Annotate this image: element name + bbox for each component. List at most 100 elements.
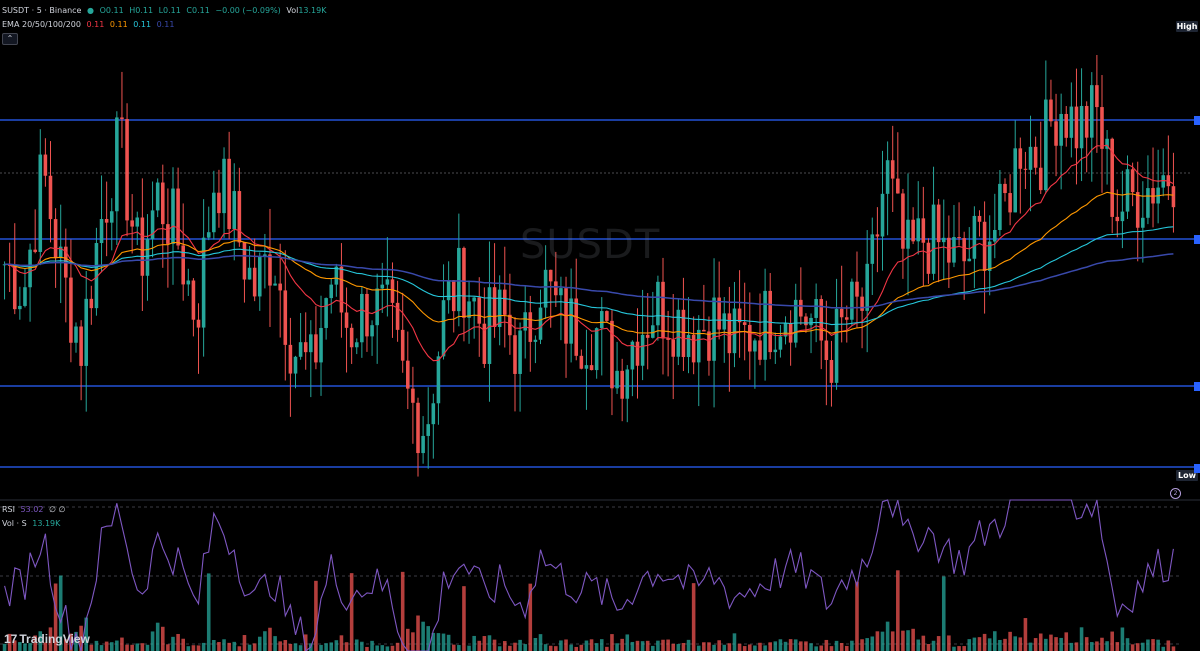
candle-body bbox=[462, 247, 466, 318]
level-handle[interactable] bbox=[1194, 235, 1200, 244]
candle-body bbox=[1110, 138, 1114, 217]
candle-body bbox=[589, 365, 594, 371]
volume-bar bbox=[936, 636, 941, 651]
volume-bar bbox=[850, 640, 854, 651]
volume-bar bbox=[1049, 634, 1053, 651]
candle-body bbox=[150, 210, 155, 240]
volume-bar bbox=[441, 633, 446, 651]
volume-bar bbox=[43, 642, 48, 651]
candle-body bbox=[247, 267, 252, 280]
candle-body bbox=[79, 326, 83, 366]
candle-body bbox=[309, 334, 313, 353]
candle-body bbox=[824, 340, 829, 360]
candle-body bbox=[84, 298, 89, 366]
candle-body bbox=[451, 280, 456, 312]
volume-bar bbox=[12, 640, 17, 651]
candle-body bbox=[365, 293, 369, 337]
candle-body bbox=[12, 265, 17, 310]
candle-body bbox=[298, 342, 303, 357]
volume-bar bbox=[839, 643, 844, 651]
level-handle[interactable] bbox=[1194, 464, 1200, 473]
candle-body bbox=[926, 242, 931, 274]
candle-body bbox=[793, 299, 798, 343]
candle-body bbox=[799, 299, 803, 317]
candle-body bbox=[375, 288, 379, 326]
candle-body bbox=[196, 319, 201, 328]
volume-bar bbox=[737, 643, 742, 651]
volume-label[interactable]: Vol · S bbox=[2, 519, 27, 528]
candle-body bbox=[952, 237, 956, 263]
volume-bar bbox=[814, 646, 818, 651]
candle-body bbox=[860, 296, 864, 311]
volume-bar bbox=[947, 635, 951, 651]
volume-bar bbox=[554, 646, 558, 651]
candle-body bbox=[242, 242, 247, 280]
rsi-label[interactable]: RSI bbox=[2, 505, 15, 514]
candle-body bbox=[518, 330, 522, 374]
volume-legend[interactable]: Vol · S 13.19K bbox=[2, 519, 63, 529]
candle-body bbox=[839, 308, 844, 318]
candle-body bbox=[171, 188, 175, 244]
candle-body bbox=[742, 322, 747, 325]
vol-label: Vol bbox=[286, 6, 299, 15]
volume-bar bbox=[645, 640, 650, 651]
volume-bar bbox=[109, 642, 114, 651]
candle-body bbox=[599, 311, 604, 329]
volume-bar bbox=[799, 641, 803, 651]
volume-bar bbox=[115, 640, 119, 651]
volume-bar bbox=[1089, 642, 1094, 651]
ohlc-open: O0.11 bbox=[99, 6, 124, 15]
candle-body bbox=[390, 279, 395, 303]
volume-bar bbox=[324, 643, 328, 651]
volume-bar bbox=[58, 575, 63, 651]
candle-body bbox=[411, 388, 415, 403]
tradingview-logo[interactable]: 17 TradingView bbox=[4, 632, 90, 646]
level-handle[interactable] bbox=[1194, 382, 1200, 391]
candle-body bbox=[594, 328, 599, 371]
volume-bar bbox=[18, 642, 22, 651]
candle-body bbox=[161, 182, 165, 225]
ohlc-high: H0.11 bbox=[129, 6, 154, 15]
volume-bar bbox=[707, 642, 711, 651]
volume-bar bbox=[217, 642, 221, 651]
ema50-value: 0.11 bbox=[109, 20, 128, 29]
candle-body bbox=[104, 219, 109, 223]
candle-body bbox=[329, 284, 334, 299]
volume-bar bbox=[451, 644, 456, 651]
ohlc-low: L0.11 bbox=[158, 6, 181, 15]
volume-bar bbox=[977, 637, 982, 651]
candle-body bbox=[43, 154, 48, 176]
candle-body bbox=[212, 192, 216, 233]
ema-legend[interactable]: EMA 20/50/100/200 0.11 0.11 0.11 0.11 bbox=[2, 20, 177, 30]
candle-body bbox=[753, 340, 757, 352]
collapse-legend-button[interactable]: ⌃ bbox=[2, 33, 18, 45]
symbol-title[interactable]: SUSDT · 5 · Binance bbox=[2, 6, 82, 15]
volume-bar bbox=[390, 645, 395, 651]
level-handle[interactable] bbox=[1194, 116, 1200, 125]
candle-body bbox=[99, 219, 104, 244]
candle-body bbox=[508, 314, 512, 336]
volume-bar bbox=[594, 643, 599, 651]
volume-bar bbox=[436, 633, 441, 651]
candle-body bbox=[758, 340, 762, 360]
volume-bar bbox=[834, 640, 839, 651]
symbol-legend[interactable]: SUSDT · 5 · Binance ● O0.11 H0.11 L0.11 … bbox=[2, 6, 329, 16]
candle-body bbox=[354, 342, 359, 348]
volume-bar bbox=[89, 644, 94, 651]
candle-body bbox=[166, 224, 170, 244]
candle-body bbox=[993, 229, 997, 242]
rsi-extra: ∅ ∅ bbox=[49, 505, 66, 514]
volume-bar bbox=[1013, 636, 1017, 651]
alert-count-icon[interactable]: 2 bbox=[1170, 488, 1181, 499]
candle-body bbox=[533, 339, 538, 342]
candle-body bbox=[656, 281, 660, 326]
candle-body bbox=[911, 219, 915, 242]
candle-body bbox=[783, 323, 788, 337]
rsi-legend[interactable]: RSI 53.02 ∅ ∅ bbox=[2, 505, 68, 515]
ema-label[interactable]: EMA 20/50/100/200 bbox=[2, 20, 81, 29]
candle-body bbox=[513, 335, 517, 374]
price-chart[interactable] bbox=[0, 0, 1200, 500]
volume-bar bbox=[1069, 642, 1074, 651]
volume-bar bbox=[1100, 637, 1104, 651]
